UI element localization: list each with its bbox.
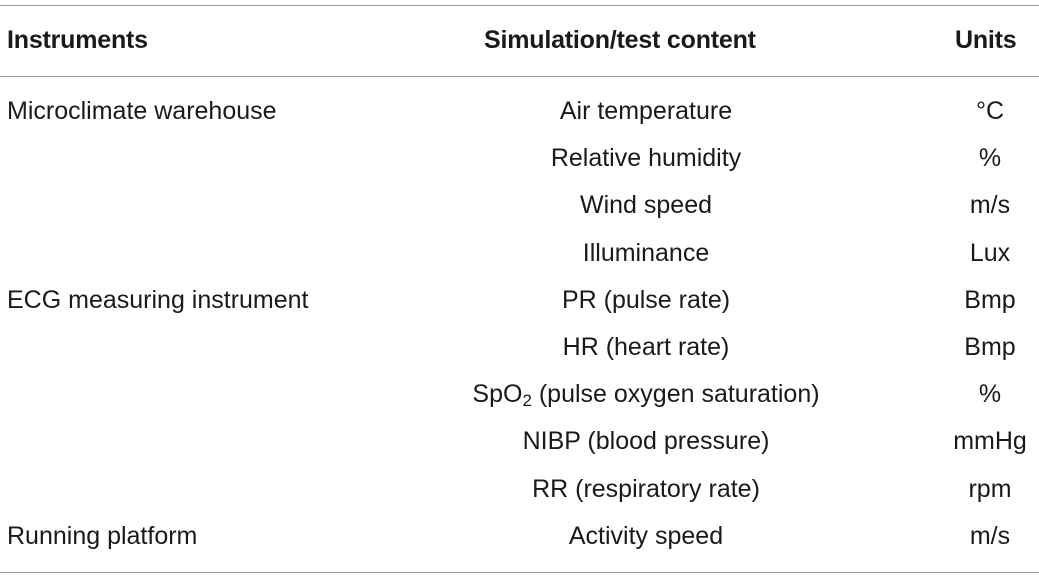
content-subscript: 2: [522, 391, 532, 411]
unit-cell: mmHg: [953, 427, 1027, 456]
table-row: SpO2 (pulse oxygen saturation) %: [0, 371, 1039, 418]
header-rule: [0, 76, 1039, 77]
header-instruments: Instruments: [7, 26, 148, 54]
content-cell: Activity speed: [568, 521, 724, 550]
content-suffix: (pulse oxygen saturation): [531, 380, 820, 409]
content-cell: HR (heart rate): [562, 332, 730, 361]
unit-cell: Bmp: [964, 285, 1016, 314]
content-cell: Illuminance: [582, 238, 710, 267]
instrument-cell: ECG measuring instrument: [7, 285, 309, 314]
unit-cell: Bmp: [964, 332, 1016, 361]
content-cell: RR (respiratory rate): [532, 474, 760, 503]
unit-cell: %: [978, 144, 1002, 173]
content-cell: Relative humidity: [550, 144, 742, 173]
content-cell: NIBP (blood pressure): [522, 427, 770, 456]
unit-cell: rpm: [968, 474, 1012, 503]
unit-cell: Lux: [969, 238, 1011, 267]
content-cell: SpO2 (pulse oxygen saturation): [410, 376, 882, 412]
table-top-rule: [0, 5, 1039, 6]
table-row: Wind speed m/s: [0, 182, 1039, 229]
content-prefix: SpO: [472, 380, 523, 409]
unit-cell: %: [978, 380, 1002, 409]
instrument-cell: Running platform: [7, 521, 198, 550]
table-row: ECG measuring instrument PR (pulse rate)…: [0, 277, 1039, 324]
content-cell: PR (pulse rate): [561, 285, 731, 314]
header-units: Units: [955, 26, 1017, 54]
table-row: NIBP (blood pressure) mmHg: [0, 418, 1039, 465]
table-bottom-rule: [0, 572, 1039, 573]
unit-cell: °C: [975, 97, 1005, 125]
instrument-cell: Microclimate warehouse: [7, 97, 277, 125]
table-body: Microclimate warehouse Air temperature °…: [0, 88, 1039, 560]
table-row: Illuminance Lux: [0, 230, 1039, 277]
table-row: RR (respiratory rate) rpm: [0, 466, 1039, 513]
table-row: Relative humidity %: [0, 135, 1039, 182]
table-row: Running platform Activity speed m/s: [0, 513, 1039, 560]
table-row: HR (heart rate) Bmp: [0, 324, 1039, 371]
header-content: Simulation/test content: [484, 26, 756, 54]
content-cell: Air temperature: [559, 97, 733, 125]
content-cell: Wind speed: [579, 191, 713, 220]
unit-cell: m/s: [969, 521, 1011, 550]
unit-cell: m/s: [969, 191, 1011, 220]
table-row: Microclimate warehouse Air temperature °…: [0, 88, 1039, 135]
